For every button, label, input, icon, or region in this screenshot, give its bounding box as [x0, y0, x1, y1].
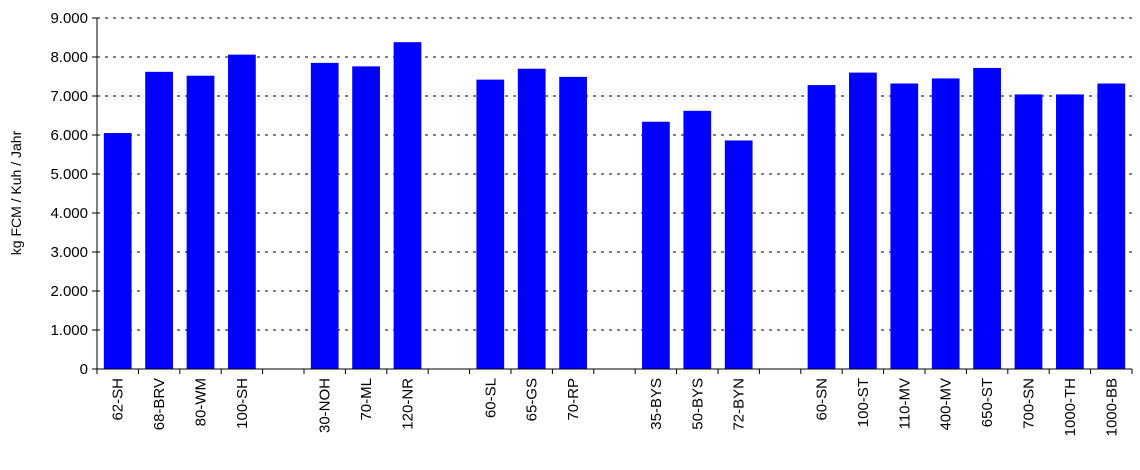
y-tick-label: 5.000 [50, 166, 88, 183]
bar [849, 72, 877, 369]
bar [642, 121, 670, 370]
x-tick-label: 60-SN [814, 378, 831, 421]
bar [517, 68, 546, 369]
bar [1014, 94, 1043, 369]
y-tick-label: 8.000 [50, 49, 88, 66]
x-tick-label: 1000-BB [1103, 378, 1120, 436]
bar [476, 79, 505, 370]
bar [559, 76, 587, 369]
bar [145, 71, 173, 369]
x-tick-label: 72-BYN [731, 378, 748, 431]
x-tick-label: 700-SN [1021, 378, 1038, 429]
y-tick-label: 1.000 [50, 322, 88, 339]
bar [1097, 83, 1126, 370]
y-tick-label: 0 [80, 361, 88, 378]
bar [724, 140, 753, 369]
bars [103, 42, 1126, 370]
bar [310, 62, 339, 369]
x-tick-label: 68-BRV [151, 378, 168, 430]
bar [931, 78, 960, 369]
x-tick-label: 70-RP [565, 378, 582, 421]
y-tick-labels: 0 1.000 2.000 3.000 4.000 5.000 6.000 7.000 8.00… [50, 10, 88, 378]
bar [1056, 94, 1084, 369]
bar [683, 110, 712, 369]
y-tick-label: 7.000 [50, 88, 88, 105]
bar [393, 42, 422, 370]
x-tick-label: 35-BYS [648, 378, 665, 430]
bar [228, 54, 256, 369]
x-tick-label: 60-SL [482, 378, 499, 418]
bar [890, 83, 919, 370]
y-axis-label: kg FCM / Kuh / Jahr [8, 130, 24, 255]
x-tick-label: 100-ST [855, 378, 872, 427]
y-tick-label: 4.000 [50, 205, 88, 222]
x-tick-label: 62-SH [110, 378, 127, 421]
bar [103, 133, 132, 369]
axes [92, 17, 1133, 374]
bar [352, 66, 380, 370]
y-tick-label: 9.000 [50, 10, 88, 27]
x-tick-label: 65-GS [524, 378, 541, 421]
y-tick-label: 3.000 [50, 244, 88, 261]
x-tick-label: 30-NOH [317, 378, 334, 433]
x-tick-label: 80-WM [193, 378, 210, 426]
y-tick-label: 6.000 [50, 127, 88, 144]
bar [807, 85, 836, 369]
y-tick-label: 2.000 [50, 283, 88, 300]
bar [186, 75, 215, 369]
x-tick-label: 70-ML [358, 378, 375, 421]
x-tick-label: 650-ST [979, 378, 996, 427]
bar [973, 67, 1001, 370]
x-tick-label: 1000-TH [1062, 378, 1079, 436]
x-tick-label: 110-MV [896, 378, 913, 429]
x-tick-labels: 62-SH 68-BRV 80-WM 100-SH 30-NOH 70-ML 120-NR 6… [110, 378, 1121, 437]
x-tick-label: 50-BYS [689, 378, 706, 430]
x-tick-label: 120-NR [400, 378, 417, 430]
x-tick-label: 400-MV [938, 378, 955, 431]
x-tick-label: 100-SH [234, 378, 251, 429]
